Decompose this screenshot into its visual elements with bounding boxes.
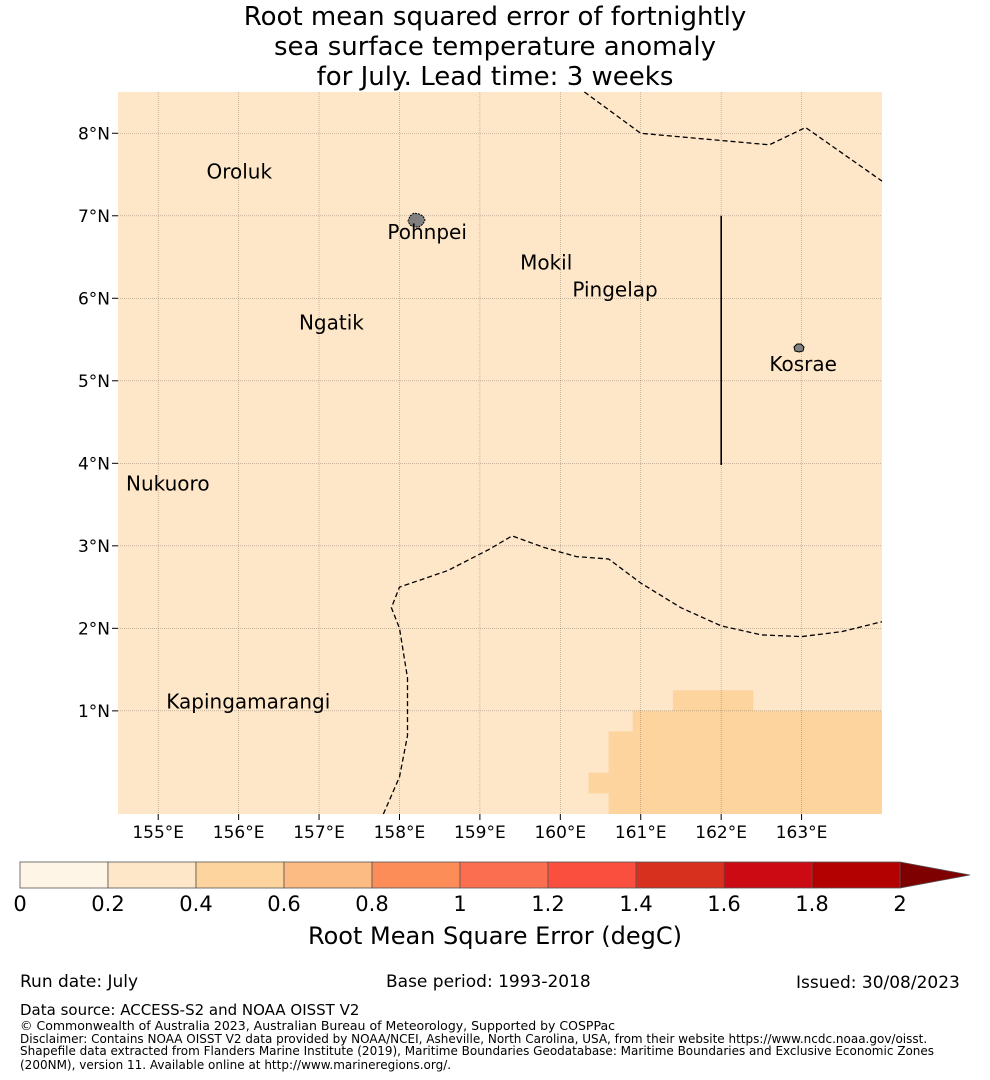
lat-tick-label: 8°N — [78, 124, 110, 144]
lon-tick-label: 157°E — [293, 823, 345, 843]
lat-tick-label: 4°N — [78, 454, 110, 474]
eez-boundary-line — [382, 535, 883, 815]
colorbar-tick-label: 1 — [453, 892, 467, 916]
colorbar-swatch — [283, 861, 373, 889]
rmse-cell — [588, 772, 609, 794]
place-label: Pohnpei — [387, 220, 467, 244]
lon-tick-label: 158°E — [374, 823, 426, 843]
lat-tick-label: 3°N — [78, 537, 110, 557]
colorbar-tick-label: 1.8 — [795, 892, 829, 916]
maritime-boundaries — [382, 91, 883, 815]
pohnpei-island-shape — [407, 212, 426, 228]
disclaimer-line-3: (200NM), version 11. Available online at… — [20, 1058, 452, 1072]
latitude-ticks: 1°N 2°N 3°N 4°N 5°N 6°N 7°N 8°N — [78, 124, 118, 722]
colorbar-tick-label: 1.6 — [707, 892, 741, 916]
place-label: Pingelap — [572, 278, 657, 302]
place-label: Ngatik — [299, 311, 364, 335]
lat-tick-label: 1°N — [78, 702, 110, 722]
colorbar-swatch — [723, 861, 813, 889]
place-label: Nukuoro — [126, 472, 210, 496]
colorbar-extend-arrow — [899, 861, 971, 889]
colorbar-tick-label: 0.8 — [355, 892, 389, 916]
lat-tick-label: 2°N — [78, 619, 110, 639]
rmse-cell — [608, 731, 882, 794]
colorbar-tick-label: 0.4 — [179, 892, 213, 916]
rmse-field — [588, 690, 882, 814]
lon-tick-label: 162°E — [695, 823, 747, 843]
islands — [407, 212, 805, 353]
colorbar-swatch — [635, 861, 725, 889]
colorbar-swatch — [195, 861, 285, 889]
rmse-cell — [608, 793, 882, 814]
lon-tick-label: 163°E — [776, 823, 828, 843]
lon-tick-label: 159°E — [454, 823, 506, 843]
place-label: Kosrae — [769, 352, 837, 376]
colorbar-tick-label: 0.6 — [267, 892, 301, 916]
copyright-notice: © Commonwealth of Australia 2023, Austra… — [20, 1018, 615, 1033]
colorbar-swatch — [371, 861, 461, 889]
rmse-cell — [632, 710, 882, 732]
colorbar-swatch — [459, 861, 549, 889]
colorbar-swatch — [547, 861, 637, 889]
colorbar-title: Root Mean Square Error (degC) — [308, 922, 682, 950]
colorbar-tick-label: 1.4 — [619, 892, 653, 916]
longitude-ticks: 155°E 156°E 157°E 158°E 159°E 160°E 161°E 162°E… — [132, 814, 827, 843]
colorbar-swatch — [107, 861, 197, 889]
title-line-1: Root mean squared error of fortnightly — [243, 2, 747, 32]
lon-tick-label: 155°E — [132, 823, 184, 843]
lat-tick-label: 6°N — [78, 289, 110, 309]
colorbar-tick-label: 0 — [13, 892, 27, 916]
colorbar-tick-label: 0.2 — [91, 892, 125, 916]
run-date: Run date: July — [20, 972, 139, 992]
lon-tick-label: 160°E — [534, 823, 586, 843]
title-line-2: sea surface temperature anomaly — [274, 32, 716, 62]
place-label: Kapingamarangi — [166, 689, 330, 713]
disclaimer-line-2: Shapefile data extracted from Flanders M… — [20, 1044, 935, 1058]
title-line-3: for July. Lead time: 3 weeks — [316, 62, 674, 92]
base-period: Base period: 1993-2018 — [386, 972, 591, 992]
colorbar-swatch — [19, 861, 109, 889]
colorbar-tick-label: 2 — [893, 892, 907, 916]
lon-tick-label: 156°E — [213, 823, 265, 843]
lat-tick-label: 7°N — [78, 207, 110, 227]
place-label: Oroluk — [206, 160, 272, 184]
lon-tick-label: 161°E — [615, 823, 667, 843]
lat-tick-label: 5°N — [78, 372, 110, 392]
issued-date: Issued: 30/08/2023 — [796, 973, 960, 993]
colorbar — [19, 861, 971, 889]
plot-area — [118, 92, 882, 814]
disclaimer-line-1: Disclaimer: Contains NOAA OISST V2 data … — [20, 1032, 928, 1046]
place-label: Mokil — [520, 250, 572, 274]
colorbar-swatch — [811, 861, 901, 889]
map-title: Root mean squared error of fortnightly s… — [0, 2, 990, 92]
gridlines — [118, 92, 882, 814]
kosrae-island-shape — [793, 343, 805, 353]
rmse-cell — [672, 690, 754, 711]
map-background — [118, 92, 882, 814]
data-source: Data source: ACCESS-S2 and NOAA OISST V2 — [20, 1001, 360, 1019]
colorbar-tick-label: 1.2 — [531, 892, 565, 916]
